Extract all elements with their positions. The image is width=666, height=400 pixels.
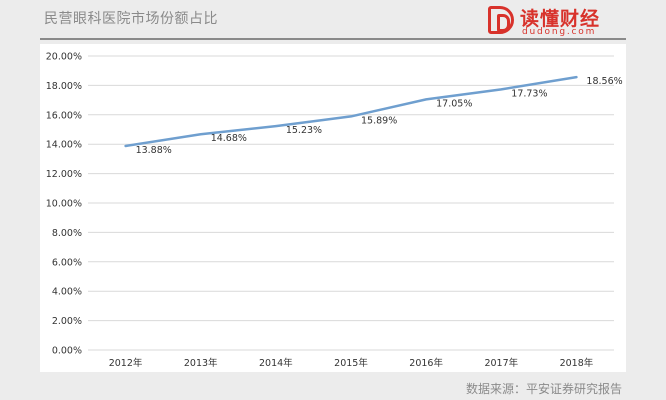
x-tick-label: 2013年 <box>184 357 218 369</box>
chart-panel: 0.00% 2.00% 4.00% 6.00% 8.00% 10.00% 12.00% 14.… <box>40 44 626 372</box>
y-tick-label: 16.00% <box>46 110 82 121</box>
y-tick-label: 0.00% <box>52 346 82 357</box>
y-tick-label: 2.00% <box>52 316 82 327</box>
y-tick-label: 18.00% <box>46 81 82 92</box>
x-tick-label: 2018年 <box>560 357 594 369</box>
source-note: 数据来源：平安证券研究报告 <box>465 382 622 396</box>
y-tick-label: 20.00% <box>46 52 82 63</box>
d-logo-icon <box>488 6 514 34</box>
y-tick-label: 4.00% <box>52 287 82 298</box>
data-label: 18.56% <box>586 76 622 87</box>
y-tick-label: 8.00% <box>52 228 82 239</box>
x-tick-label: 2017年 <box>484 357 518 369</box>
data-label: 14.68% <box>211 133 247 144</box>
x-tick-label: 2015年 <box>334 357 368 369</box>
y-tick-label: 10.00% <box>46 199 82 210</box>
data-label: 15.23% <box>286 125 322 136</box>
y-tick-label: 6.00% <box>52 257 82 268</box>
x-tick-label: 2012年 <box>109 357 143 369</box>
y-tick-label: 12.00% <box>46 169 82 180</box>
data-label: 15.89% <box>361 115 397 126</box>
data-label: 17.05% <box>436 98 472 109</box>
data-label: 13.88% <box>136 145 172 156</box>
y-tick-label: 14.00% <box>46 140 82 151</box>
page-title: 民营眼科医院市场份额占比 <box>44 11 218 27</box>
series-line <box>124 75 578 148</box>
x-tick-label: 2014年 <box>259 357 293 369</box>
brand-logo: 读懂财经 dudong.com <box>488 4 608 38</box>
x-tick-label: 2016年 <box>409 357 443 369</box>
line-chart: 0.00% 2.00% 4.00% 6.00% 8.00% 10.00% 12.00% 14.… <box>46 52 623 370</box>
logo-name: 读懂财经 <box>520 8 601 30</box>
data-label: 17.73% <box>511 88 547 99</box>
logo-url: dudong.com <box>522 27 597 37</box>
header-divider <box>40 38 626 40</box>
